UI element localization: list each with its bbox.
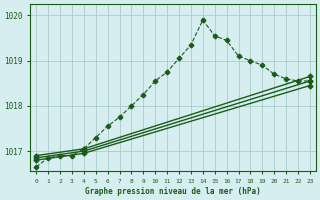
X-axis label: Graphe pression niveau de la mer (hPa): Graphe pression niveau de la mer (hPa) (85, 187, 261, 196)
